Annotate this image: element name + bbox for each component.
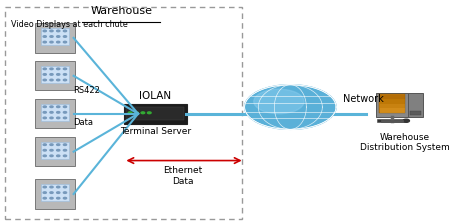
Circle shape bbox=[50, 144, 53, 145]
Circle shape bbox=[57, 155, 60, 157]
Circle shape bbox=[254, 89, 304, 114]
Circle shape bbox=[128, 112, 132, 114]
Circle shape bbox=[43, 112, 47, 113]
Text: Warehouse: Warehouse bbox=[90, 6, 152, 16]
Circle shape bbox=[64, 117, 66, 119]
Circle shape bbox=[43, 79, 47, 81]
Circle shape bbox=[50, 155, 53, 157]
Circle shape bbox=[43, 30, 47, 32]
Circle shape bbox=[148, 112, 151, 114]
Circle shape bbox=[64, 112, 66, 113]
Circle shape bbox=[50, 106, 53, 107]
Circle shape bbox=[135, 112, 138, 114]
Circle shape bbox=[64, 192, 66, 193]
Circle shape bbox=[50, 197, 53, 199]
Circle shape bbox=[57, 112, 60, 113]
Circle shape bbox=[43, 144, 47, 145]
FancyBboxPatch shape bbox=[379, 108, 405, 113]
Circle shape bbox=[43, 117, 47, 119]
Circle shape bbox=[50, 186, 53, 188]
FancyBboxPatch shape bbox=[126, 107, 184, 120]
Circle shape bbox=[64, 30, 66, 32]
Circle shape bbox=[57, 36, 60, 37]
Circle shape bbox=[251, 88, 329, 126]
Circle shape bbox=[403, 119, 409, 122]
Text: Data: Data bbox=[73, 118, 93, 127]
FancyBboxPatch shape bbox=[379, 99, 405, 104]
Circle shape bbox=[57, 106, 60, 107]
Circle shape bbox=[57, 149, 60, 151]
Circle shape bbox=[57, 74, 60, 75]
FancyBboxPatch shape bbox=[35, 179, 75, 209]
FancyBboxPatch shape bbox=[41, 142, 69, 159]
FancyBboxPatch shape bbox=[41, 184, 69, 201]
FancyBboxPatch shape bbox=[377, 119, 404, 122]
FancyBboxPatch shape bbox=[35, 61, 75, 91]
Text: RS422: RS422 bbox=[73, 86, 100, 95]
FancyBboxPatch shape bbox=[379, 94, 405, 113]
FancyBboxPatch shape bbox=[35, 99, 75, 128]
Text: Warehouse
Distribution System: Warehouse Distribution System bbox=[360, 133, 449, 152]
FancyBboxPatch shape bbox=[41, 28, 69, 45]
Circle shape bbox=[141, 112, 145, 114]
Circle shape bbox=[64, 41, 66, 43]
Circle shape bbox=[50, 112, 53, 113]
Text: Ethernet
Data: Ethernet Data bbox=[163, 166, 202, 186]
FancyBboxPatch shape bbox=[35, 137, 75, 166]
Circle shape bbox=[43, 36, 47, 37]
Circle shape bbox=[57, 186, 60, 188]
Circle shape bbox=[64, 68, 66, 70]
Circle shape bbox=[64, 36, 66, 37]
Circle shape bbox=[43, 106, 47, 107]
Circle shape bbox=[43, 192, 47, 193]
Text: Terminal Server: Terminal Server bbox=[120, 127, 191, 136]
Circle shape bbox=[43, 74, 47, 75]
Circle shape bbox=[50, 192, 53, 193]
Text: IOLAN: IOLAN bbox=[139, 91, 171, 101]
FancyBboxPatch shape bbox=[41, 104, 69, 121]
Circle shape bbox=[50, 74, 53, 75]
Circle shape bbox=[43, 41, 47, 43]
FancyBboxPatch shape bbox=[41, 66, 69, 83]
Circle shape bbox=[57, 197, 60, 199]
FancyBboxPatch shape bbox=[124, 104, 187, 124]
Circle shape bbox=[57, 68, 60, 70]
Circle shape bbox=[43, 197, 47, 199]
Circle shape bbox=[64, 149, 66, 151]
Circle shape bbox=[57, 192, 60, 193]
Circle shape bbox=[64, 155, 66, 157]
Text: Network: Network bbox=[343, 94, 384, 104]
Circle shape bbox=[64, 79, 66, 81]
Circle shape bbox=[50, 68, 53, 70]
Circle shape bbox=[57, 79, 60, 81]
FancyBboxPatch shape bbox=[35, 23, 75, 53]
Text: Video Displays at each chute: Video Displays at each chute bbox=[12, 20, 128, 29]
Circle shape bbox=[50, 30, 53, 32]
Circle shape bbox=[245, 85, 336, 129]
Circle shape bbox=[50, 41, 53, 43]
Circle shape bbox=[57, 144, 60, 145]
FancyBboxPatch shape bbox=[379, 95, 405, 99]
Circle shape bbox=[50, 149, 53, 151]
FancyBboxPatch shape bbox=[410, 111, 421, 115]
Circle shape bbox=[50, 36, 53, 37]
Circle shape bbox=[57, 30, 60, 32]
FancyBboxPatch shape bbox=[408, 93, 423, 117]
Circle shape bbox=[50, 79, 53, 81]
Circle shape bbox=[64, 106, 66, 107]
FancyBboxPatch shape bbox=[376, 93, 408, 117]
Circle shape bbox=[57, 41, 60, 43]
Circle shape bbox=[43, 155, 47, 157]
Circle shape bbox=[43, 186, 47, 188]
Circle shape bbox=[64, 197, 66, 199]
Circle shape bbox=[57, 117, 60, 119]
Circle shape bbox=[64, 74, 66, 75]
Circle shape bbox=[50, 117, 53, 119]
Circle shape bbox=[43, 149, 47, 151]
Circle shape bbox=[43, 68, 47, 70]
FancyBboxPatch shape bbox=[379, 104, 405, 108]
Circle shape bbox=[64, 186, 66, 188]
Circle shape bbox=[64, 144, 66, 145]
